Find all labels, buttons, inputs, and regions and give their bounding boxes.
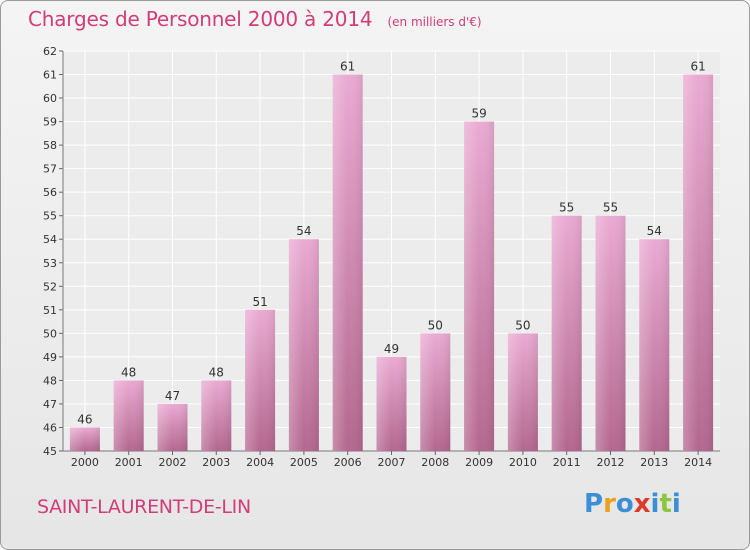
data-label: 49 (384, 342, 399, 356)
y-tick-label: 59 (43, 116, 57, 129)
bar-shading (201, 380, 232, 451)
x-tick-label: 2000 (71, 456, 99, 469)
data-label: 61 (690, 60, 705, 74)
bar-shading (245, 309, 276, 451)
x-tick-label: 2013 (640, 456, 668, 469)
bar-shading (683, 74, 714, 451)
y-tick-label: 46 (43, 421, 57, 434)
x-tick-label: 2009 (465, 456, 493, 469)
bar-shading (639, 239, 670, 451)
y-tick-label: 62 (43, 45, 57, 58)
bar-shading (551, 215, 582, 451)
chart-subtitle: (en milliers d'€) (387, 15, 482, 29)
y-tick-label: 48 (43, 374, 57, 387)
x-tick-label: 2014 (684, 456, 712, 469)
y-tick-label: 54 (43, 233, 57, 246)
x-tick-label: 2011 (553, 456, 581, 469)
data-label: 55 (603, 201, 618, 215)
bar-shading (69, 427, 100, 451)
y-tick-label: 56 (43, 186, 57, 199)
logo-letter: P (584, 489, 604, 519)
bar-shading (157, 403, 188, 451)
bar-shading (507, 333, 538, 451)
proxiti-logo: Proxiti (584, 489, 681, 519)
y-tick-label: 57 (43, 163, 57, 176)
chart-title: Charges de Personnel 2000 à 2014 (28, 7, 373, 31)
y-tick-label: 53 (43, 257, 57, 270)
data-label: 51 (252, 295, 267, 309)
y-tick-label: 51 (43, 304, 57, 317)
logo-letter: t (659, 489, 672, 519)
x-tick-label: 2005 (290, 456, 318, 469)
data-label: 59 (471, 107, 486, 121)
y-tick-label: 52 (43, 280, 57, 293)
data-label: 47 (165, 389, 180, 403)
bar-shading (420, 333, 451, 451)
y-tick-label: 61 (43, 69, 57, 82)
data-label: 50 (515, 318, 530, 332)
x-tick-label: 2003 (202, 456, 230, 469)
data-label: 54 (647, 224, 662, 238)
y-tick-label: 50 (43, 327, 57, 340)
y-tick-label: 60 (43, 92, 57, 105)
data-label: 46 (77, 412, 92, 426)
commune-name: SAINT-LAURENT-DE-LIN (37, 496, 251, 518)
y-tick-label: 55 (43, 210, 57, 223)
data-label: 48 (121, 365, 136, 379)
data-label: 55 (559, 201, 574, 215)
x-tick-label: 2007 (378, 456, 406, 469)
logo-letter: x (633, 489, 651, 519)
x-tick-label: 2002 (159, 456, 187, 469)
bar-shading (113, 380, 144, 451)
y-tick-label: 58 (43, 139, 57, 152)
bar-shading (376, 356, 407, 451)
x-tick-label: 2012 (597, 456, 625, 469)
data-label: 54 (296, 224, 311, 238)
logo-letter: o (615, 489, 634, 519)
x-tick-label: 2004 (246, 456, 274, 469)
x-tick-label: 2008 (421, 456, 449, 469)
y-tick-label: 47 (43, 398, 57, 411)
logo-letter: r (603, 489, 616, 519)
x-tick-label: 2006 (334, 456, 362, 469)
x-tick-label: 2001 (115, 456, 143, 469)
logo-letter: i (650, 489, 660, 519)
bar-shading (464, 121, 495, 452)
x-tick-label: 2010 (509, 456, 537, 469)
y-tick-label: 45 (43, 445, 57, 458)
data-label: 48 (209, 365, 224, 379)
data-label: 61 (340, 60, 355, 74)
data-label: 50 (428, 318, 443, 332)
title-block: Charges de Personnel 2000 à 2014 (en mil… (28, 7, 482, 31)
bar-shading (332, 74, 363, 451)
bar-shading (595, 215, 626, 451)
bar-shading (288, 239, 319, 451)
y-tick-label: 49 (43, 351, 57, 364)
logo-letter: i (671, 489, 681, 519)
